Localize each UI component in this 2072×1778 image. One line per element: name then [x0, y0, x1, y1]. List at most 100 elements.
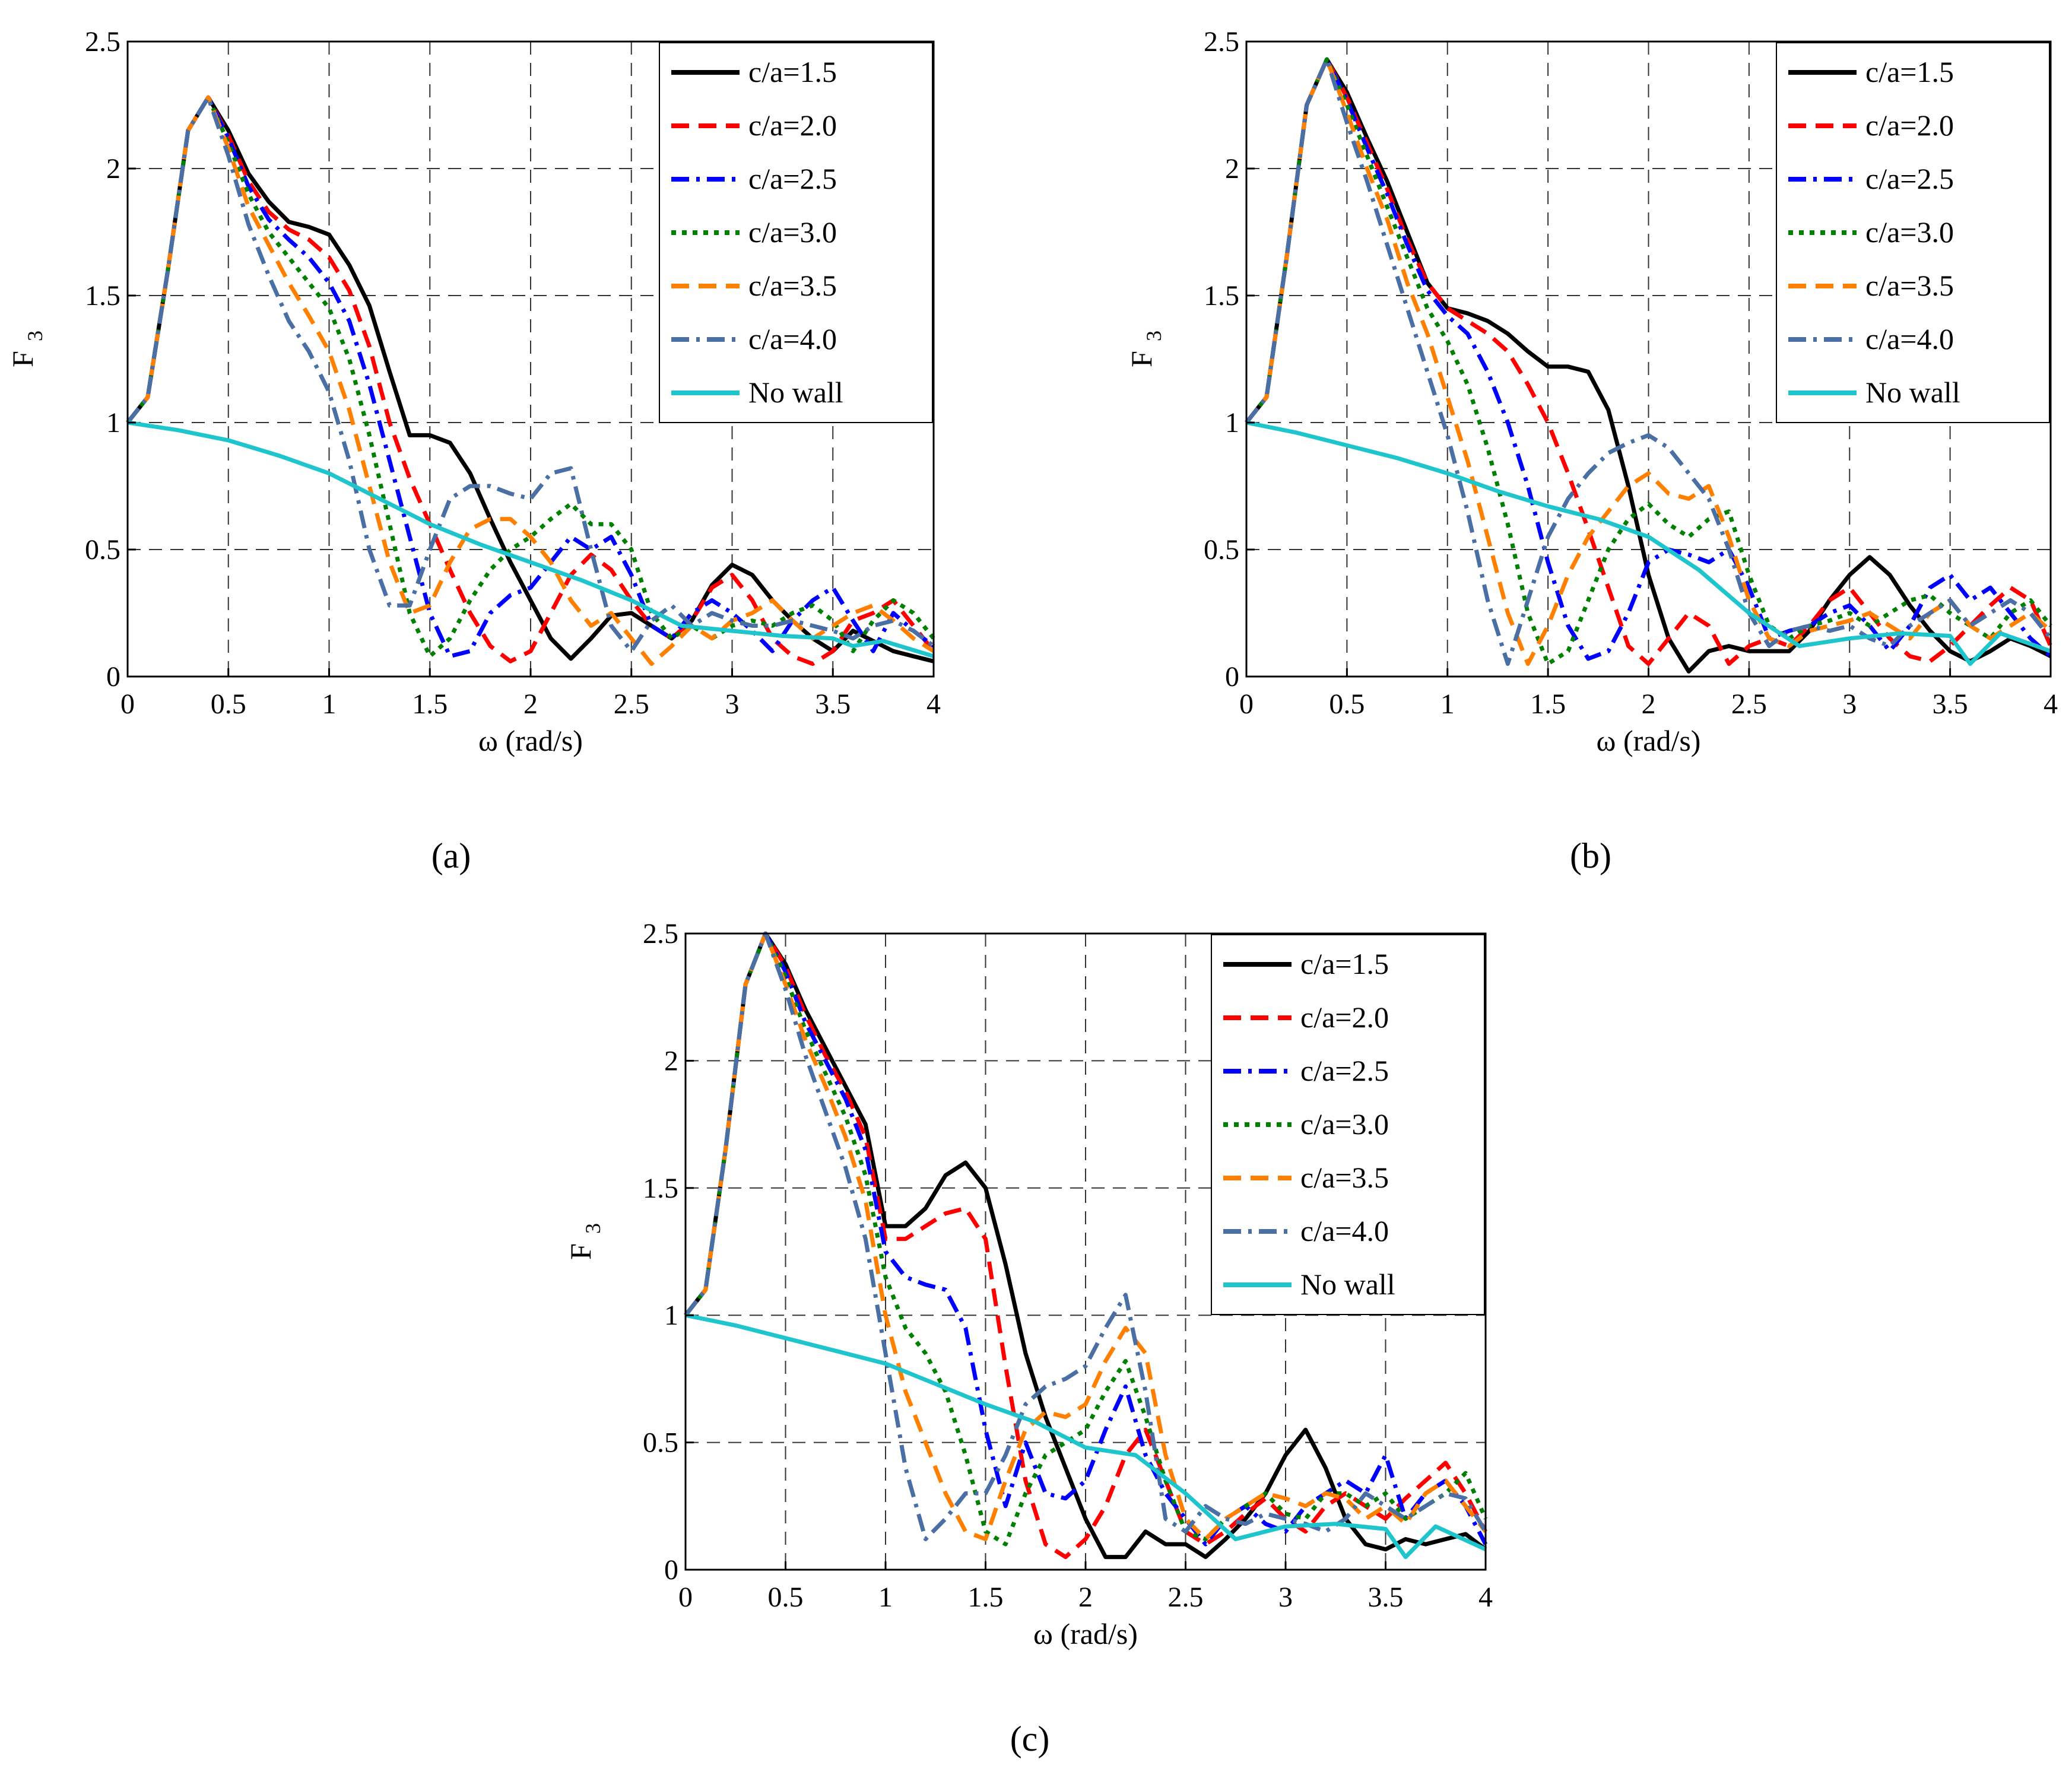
legend-label: No wall [1865, 376, 1960, 409]
series-group [1245, 57, 2053, 674]
y-tick-label: 0.5 [1204, 534, 1239, 566]
series-group [126, 95, 935, 666]
x-tick-label: 1 [878, 1582, 893, 1613]
series-line-c-a-3-5 [684, 931, 1487, 1541]
y-tick-label: 1.5 [1204, 280, 1239, 312]
x-tick-label: 2.5 [1168, 1582, 1204, 1613]
series-line-c-a-2-0 [126, 95, 935, 666]
panel-c: 0 0.5 1 1.5 2 2.5 3 3.5 400.511.522.5ω (rad/s)F3… [564, 918, 1493, 1650]
y-tick-label: 2.5 [643, 918, 678, 950]
x-axis-label: ω (rad/s) [1597, 724, 1701, 757]
x-tick-label: 2.5 [1731, 688, 1767, 720]
legend-label: c/a=4.0 [1300, 1214, 1389, 1247]
y-tick-label: 1 [106, 407, 120, 439]
y-axis-label: F3 [564, 1223, 605, 1260]
x-tick-label: 4 [1478, 1582, 1493, 1613]
legend-label: c/a=3.5 [748, 269, 837, 302]
series-line-c-a-4-0 [126, 95, 935, 653]
y-tick-label: 0 [664, 1554, 678, 1586]
y-axis-label-main: F [564, 1243, 597, 1260]
series-line-c-a-2-5 [1245, 57, 2052, 661]
y-axis-label-sub: 3 [1142, 331, 1166, 341]
legend-label: c/a=1.5 [1865, 55, 1954, 88]
y-tick-label: 0.5 [643, 1427, 678, 1459]
y-axis-label-sub: 3 [581, 1223, 605, 1234]
legend-label: c/a=2.5 [1300, 1054, 1389, 1087]
y-tick-label: 2.5 [1204, 26, 1239, 58]
series-line-c-a-3-0 [1245, 57, 2052, 666]
panel-label-b: (b) [1570, 836, 1611, 875]
x-tick-label: 2 [523, 688, 538, 720]
x-tick-label: 1.5 [1530, 688, 1566, 720]
legend: c/a=1.5 c/a=2.0 c/a=2.5 c/a=3.0 c/a=3.5 c/a=4… [659, 42, 933, 423]
panel-a: 0 0.5 1 1.5 2 2.5 3 3.5 400.511.522.5ω (rad/s)F3… [6, 26, 941, 757]
panel-label-c: (c) [1010, 1719, 1050, 1758]
series-line-c-a-4-0 [684, 931, 1487, 1541]
legend-label: c/a=2.5 [1865, 162, 1954, 195]
series-line-no-wall [1246, 420, 2052, 666]
x-tick-label: 3.5 [815, 688, 851, 720]
legend-label: c/a=3.5 [1865, 269, 1954, 302]
x-tick-label: 0.5 [211, 688, 246, 720]
legend-label: c/a=1.5 [1300, 947, 1389, 980]
y-tick-label: 0 [1225, 661, 1239, 693]
legend: c/a=1.5 c/a=2.0 c/a=2.5 c/a=3.0 c/a=3.5 c/a=4… [1211, 934, 1485, 1315]
x-tick-label: 0.5 [768, 1582, 804, 1613]
series-line-c-a-2-5 [126, 95, 935, 659]
y-tick-label: 2 [664, 1045, 678, 1077]
y-axis-label-sub: 3 [23, 331, 47, 341]
x-tick-label: 1 [1440, 688, 1455, 720]
panel-b: 0 0.5 1 1.5 2 2.5 3 3.5 400.511.522.5ω (rad/s)F3… [1125, 26, 2058, 757]
legend-label: c/a=3.0 [748, 215, 837, 249]
series-line-c-a-3-5 [1245, 57, 2052, 666]
legend-label: c/a=2.0 [748, 109, 837, 142]
y-axis-label: F3 [6, 331, 47, 367]
x-tick-label: 2 [1078, 1582, 1093, 1613]
legend-label: c/a=2.0 [1865, 109, 1954, 142]
x-tick-label: 4 [2044, 688, 2058, 720]
legend-label: No wall [1300, 1268, 1395, 1301]
legend-label: c/a=3.5 [1300, 1161, 1389, 1194]
y-tick-label: 1 [1225, 407, 1239, 439]
x-tick-label: 3 [725, 688, 740, 720]
series-line-no-wall [685, 1313, 1487, 1560]
y-tick-label: 2 [1225, 153, 1239, 185]
panel-label-a: (a) [431, 836, 471, 875]
y-tick-label: 0 [106, 661, 120, 693]
legend-label: c/a=4.0 [748, 322, 837, 355]
x-axis-label: ω (rad/s) [478, 724, 583, 757]
y-tick-label: 2 [106, 153, 120, 185]
x-tick-label: 0 [1239, 688, 1254, 720]
y-tick-label: 1.5 [643, 1173, 678, 1204]
legend-label: c/a=2.0 [1300, 1001, 1389, 1034]
y-tick-label: 1.5 [85, 280, 120, 312]
x-tick-label: 1.5 [412, 688, 448, 720]
series-line-c-a-4-0 [1245, 57, 2052, 666]
x-tick-label: 0 [678, 1582, 693, 1613]
x-tick-label: 0 [120, 688, 135, 720]
y-tick-label: 0.5 [85, 534, 120, 566]
x-tick-label: 3.5 [1933, 688, 1968, 720]
x-axis-label: ω (rad/s) [1033, 1617, 1138, 1650]
series-line-c-a-2-0 [684, 931, 1488, 1560]
y-axis-label-main: F [1125, 351, 1158, 367]
series-line-c-a-3-0 [126, 95, 935, 659]
legend: c/a=1.5 c/a=2.0 c/a=2.5 c/a=3.0 c/a=3.5 c/a=4… [1776, 42, 2050, 423]
x-tick-label: 3.5 [1368, 1582, 1404, 1613]
legend-label: c/a=3.0 [1865, 215, 1954, 249]
series-group [684, 931, 1488, 1560]
x-tick-label: 3 [1278, 1582, 1293, 1613]
y-axis-label: F3 [1125, 331, 1166, 367]
y-tick-label: 1 [664, 1300, 678, 1331]
x-tick-label: 3 [1842, 688, 1857, 720]
legend-label: c/a=3.0 [1300, 1107, 1389, 1141]
series-line-c-a-2-5 [684, 931, 1488, 1547]
x-tick-label: 1.5 [968, 1582, 1004, 1613]
x-tick-label: 2.5 [614, 688, 649, 720]
x-tick-label: 0.5 [1329, 688, 1365, 720]
x-tick-label: 2 [1642, 688, 1656, 720]
legend-label: No wall [748, 376, 843, 409]
y-tick-label: 2.5 [85, 26, 120, 58]
legend-label: c/a=2.5 [748, 162, 837, 195]
